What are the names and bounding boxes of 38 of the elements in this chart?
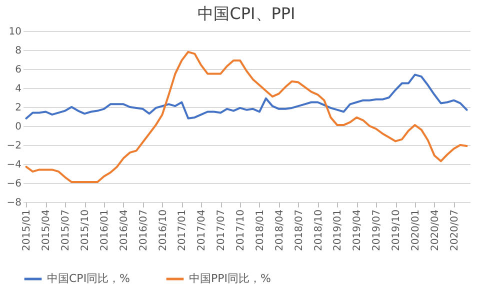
y-tick-label: 10	[8, 26, 22, 38]
y-tick-label: 6	[15, 64, 22, 76]
x-tick-label: 2015/01	[22, 210, 33, 252]
x-tick-label: 2016/10	[158, 210, 169, 252]
legend-label: 中国PPI同比，%	[189, 272, 271, 285]
x-tick-label: 2015/10	[80, 210, 92, 252]
x-tick-label: 2018/10	[313, 210, 324, 252]
x-tick-label: 2017/10	[236, 210, 247, 252]
x-tick-label: 2020/04	[430, 210, 441, 252]
y-tick-label: −8	[6, 198, 22, 208]
x-tick-label: 2017/07	[216, 210, 228, 252]
x-tick-label: 2020/07	[449, 210, 460, 252]
y-tick-label: −4	[6, 160, 22, 170]
x-tick-label: 2015/04	[41, 210, 52, 252]
y-tick-label: −2	[6, 140, 22, 152]
x-tick-label: 2019/07	[372, 210, 383, 252]
x-tick-label: 2018/04	[274, 210, 286, 252]
x-tick-label: 2016/04	[118, 210, 130, 252]
y-tick-label: 0	[15, 122, 22, 132]
x-tick-label: 2015/07	[60, 210, 72, 252]
x-tick-label: 2020/01	[410, 210, 422, 252]
x-tick-label: 2017/04	[196, 210, 208, 252]
x-tick-label: 2016/01	[99, 210, 110, 252]
chart-title: 中国CPI、PPI	[198, 4, 296, 23]
y-tick-label: −6	[6, 178, 22, 190]
x-tick-label: 2018/01	[254, 210, 266, 252]
line-series	[25, 50, 468, 184]
legend-label: 中国CPI同比，%	[47, 272, 130, 285]
x-tick-label: 2019/01	[332, 210, 344, 252]
x-tick-label: 2017/01	[177, 210, 188, 252]
y-tick-label: 4	[15, 84, 22, 94]
y-tick-label: 2	[15, 102, 22, 114]
y-tick-label: 8	[15, 46, 22, 56]
x-tick-label: 2018/07	[294, 210, 305, 252]
x-tick-label: 2019/04	[352, 210, 364, 252]
x-tick-label: 2016/07	[138, 210, 150, 252]
line-series	[25, 74, 468, 120]
x-tick-label: 2019/10	[391, 210, 402, 252]
